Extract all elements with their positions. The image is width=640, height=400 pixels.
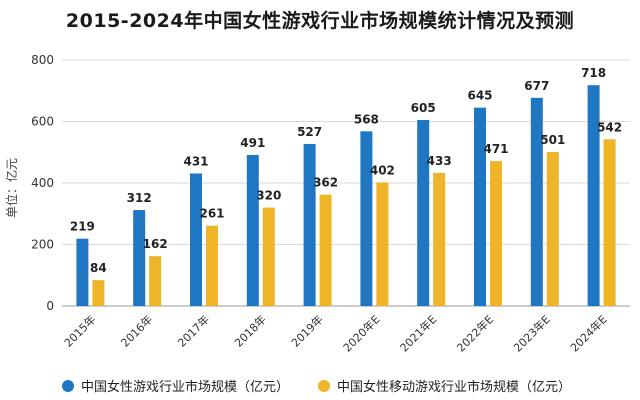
data-label: 362 bbox=[313, 176, 338, 190]
data-labels: 219 84 312 162 431 261 491 320 527 362 568 402 605 43… bbox=[70, 66, 622, 275]
y-tick-label: 0 bbox=[46, 299, 54, 313]
chart-title: 2015-2024年中国女性游戏行业市场规模统计情况及预测 bbox=[65, 10, 575, 32]
x-tick-label: 2023年E bbox=[511, 312, 553, 354]
data-label: 527 bbox=[297, 125, 322, 139]
bar-mobile bbox=[262, 207, 275, 306]
bar-total bbox=[190, 173, 202, 306]
legend-marker-mobile bbox=[318, 379, 330, 392]
data-label: 605 bbox=[411, 101, 436, 115]
legend-label-total: 中国女性游戏行业市场规模（亿元） bbox=[81, 380, 290, 395]
bar-mobile bbox=[319, 194, 332, 306]
data-label: 568 bbox=[354, 112, 379, 126]
x-tick-label: 2016年 bbox=[118, 312, 155, 349]
data-label: 261 bbox=[199, 207, 224, 221]
bar-mobile bbox=[603, 139, 616, 306]
data-label: 501 bbox=[540, 133, 565, 147]
data-label: 677 bbox=[524, 79, 549, 93]
bar-total bbox=[530, 97, 543, 306]
data-label: 402 bbox=[370, 163, 395, 177]
data-label: 433 bbox=[427, 154, 452, 168]
x-tick-label: 2022年E bbox=[454, 312, 496, 354]
bar-total bbox=[303, 143, 316, 306]
bar-total bbox=[246, 155, 259, 306]
x-tick-label: 2015年 bbox=[61, 312, 98, 349]
x-tick-label: 2018年 bbox=[231, 312, 268, 349]
x-tick-label: 2024年E bbox=[567, 312, 609, 354]
bar-mobile bbox=[433, 172, 446, 306]
data-label: 312 bbox=[127, 191, 152, 205]
data-label: 542 bbox=[597, 120, 622, 134]
data-label: 645 bbox=[467, 89, 492, 103]
data-label: 471 bbox=[483, 142, 508, 156]
x-tick-label: 2017年 bbox=[175, 312, 212, 349]
x-tick-label: 2019年 bbox=[288, 312, 325, 349]
x-tick-label: 2021年E bbox=[397, 312, 439, 354]
legend-label-mobile: 中国女性移动游戏行业市场规模（亿元） bbox=[337, 380, 572, 395]
data-label: 431 bbox=[183, 154, 208, 168]
data-label: 219 bbox=[70, 220, 95, 234]
bar-mobile bbox=[92, 280, 105, 306]
y-tick-label: 600 bbox=[31, 115, 54, 129]
legend-marker-total bbox=[62, 379, 74, 392]
bar-mobile bbox=[376, 182, 389, 306]
legend-item-total: 中国女性游戏行业市场规模（亿元） bbox=[62, 376, 289, 395]
bar-total bbox=[587, 85, 600, 306]
data-label: 718 bbox=[581, 66, 606, 80]
x-tick-label: 2020年E bbox=[340, 312, 382, 354]
data-label: 491 bbox=[240, 136, 265, 150]
bar-mobile bbox=[546, 151, 559, 306]
y-tick-label: 400 bbox=[31, 176, 54, 190]
grid-lines bbox=[62, 59, 630, 307]
bar-mobile bbox=[206, 225, 218, 306]
bars bbox=[76, 85, 616, 307]
legend-item-mobile: 中国女性移动游戏行业市场规模（亿元） bbox=[318, 376, 571, 395]
bar-mobile bbox=[149, 256, 162, 306]
bar-total bbox=[133, 210, 146, 306]
bar-mobile bbox=[490, 161, 502, 306]
y-axis-label: 单位：亿元 bbox=[4, 158, 19, 218]
y-tick-label: 200 bbox=[31, 238, 54, 252]
bar-total bbox=[360, 131, 373, 306]
bar-total bbox=[474, 107, 486, 306]
data-label: 320 bbox=[256, 189, 281, 203]
data-label: 84 bbox=[90, 261, 107, 275]
y-tick-label: 800 bbox=[31, 53, 54, 67]
data-label: 162 bbox=[143, 237, 168, 251]
bar-total bbox=[76, 238, 89, 306]
bar-total bbox=[417, 119, 430, 307]
